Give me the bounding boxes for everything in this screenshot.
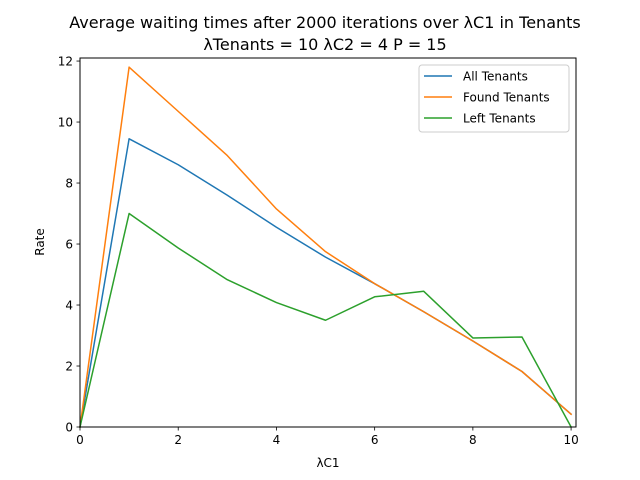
x-tick-label: 2 [174,433,182,447]
legend-label-0: All Tenants [463,70,528,84]
x-axis-ticks: 0 2 4 6 8 10 [76,427,579,447]
x-tick-label: 0 [76,433,84,447]
y-axis-label: Rate [33,228,47,256]
legend: All Tenants Found Tenants Left Tenants [418,64,570,133]
x-tick-label: 10 [563,433,578,447]
y-tick-label: 2 [65,360,73,374]
x-tick-label: 8 [469,433,477,447]
legend-box [418,64,570,133]
plot-lines [79,66,573,429]
series-line-1 [79,66,573,428]
y-tick-label: 6 [65,238,73,252]
series-line-2 [79,212,573,429]
y-tick-label: 12 [58,55,73,69]
y-tick-label: 4 [65,299,73,313]
chart-subtitle: λTenants = 10 λC2 = 4 P = 15 [203,35,446,54]
y-axis-ticks: 0 2 4 6 8 10 12 [58,55,80,435]
legend-label-1: Found Tenants [463,91,550,105]
x-tick-label: 6 [371,433,379,447]
y-tick-label: 10 [58,116,73,130]
y-tick-label: 0 [65,421,73,435]
x-axis-label: λC1 [316,456,339,470]
x-tick-label: 4 [273,433,281,447]
chart-title: Average waiting times after 2000 iterati… [69,13,581,32]
series-line-0 [79,138,573,428]
y-tick-label: 8 [65,177,73,191]
legend-label-2: Left Tenants [463,112,536,126]
plot-area-frame [79,57,577,428]
